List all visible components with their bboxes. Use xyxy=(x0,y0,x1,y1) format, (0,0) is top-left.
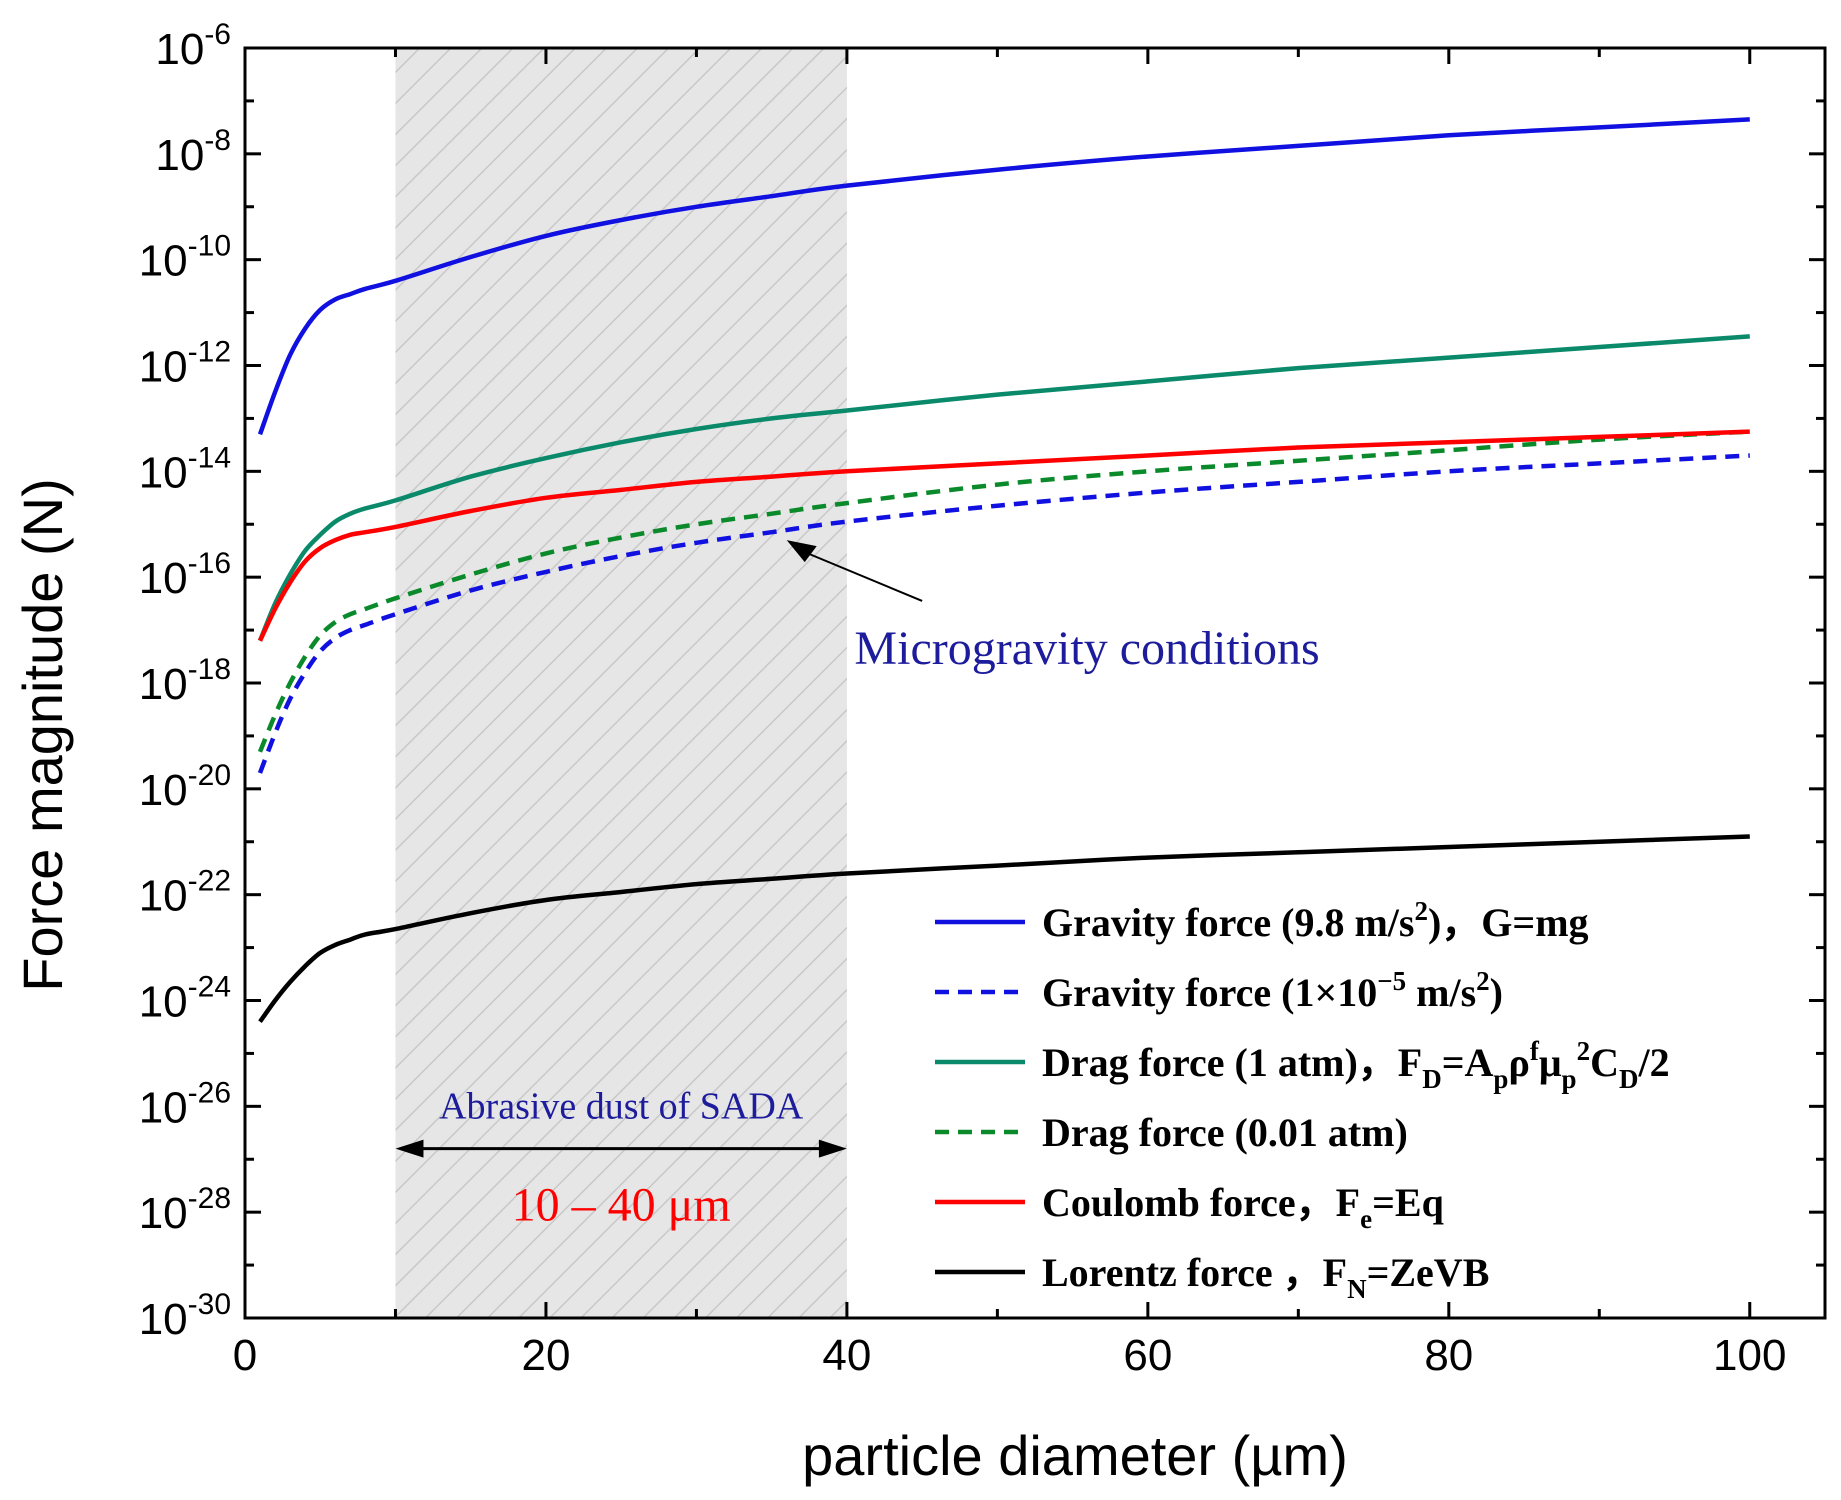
shaded-region xyxy=(395,48,847,1318)
microgravity-arrow-line xyxy=(804,551,923,602)
y-tick-label: 10-6 xyxy=(155,18,231,74)
y-tick-label: 10-24 xyxy=(139,971,231,1027)
legend-label-1: Gravity force (1×10−5 m/s2) xyxy=(1042,966,1503,1015)
series-line-4 xyxy=(257,429,1750,642)
legend-label-0: Gravity force (9.8 m/s2)，G=mg xyxy=(1042,896,1589,945)
x-tick-label: 100 xyxy=(1713,1331,1786,1380)
y-tick-label: 10-14 xyxy=(139,441,231,497)
y-tick-label: 10-26 xyxy=(139,1076,231,1132)
y-axis-title: Force magnitude (N) xyxy=(11,478,74,992)
y-tick-label: 10-8 xyxy=(155,124,231,180)
shaded-region-hatch xyxy=(395,48,847,1318)
y-tick-label: 10-20 xyxy=(139,759,231,815)
y-tick-label: 10-18 xyxy=(139,653,231,709)
series-line-5 xyxy=(258,834,1750,1024)
y-tick-label: 10-12 xyxy=(139,336,231,392)
x-tick-label: 40 xyxy=(822,1331,871,1380)
x-tick-label: 60 xyxy=(1123,1331,1172,1380)
series-line-2 xyxy=(257,334,1750,642)
legend-label-3: Drag force (0.01 atm) xyxy=(1042,1110,1408,1155)
range-arrowhead-right xyxy=(818,1139,847,1158)
abrasive-label: Abrasive dust of SADA xyxy=(439,1085,804,1127)
series-line-3 xyxy=(257,429,1750,753)
legend-label-2: Drag force (1 atm)，FD=Apρfμp2CD/2 xyxy=(1042,1036,1670,1094)
x-tick-label: 80 xyxy=(1424,1331,1473,1380)
x-tick-label: 0 xyxy=(233,1331,257,1380)
series-line-0 xyxy=(257,117,1750,436)
series-line-1 xyxy=(257,453,1750,774)
series-lines xyxy=(257,117,1750,1024)
axes: 0 20 40 60 80 100 10-6 10-8 10-10 10-12 10-14 10-16… xyxy=(139,18,1827,1380)
legend-label-4: Coulomb force，Fe=Eq xyxy=(1042,1180,1444,1234)
microgravity-label: Microgravity conditions xyxy=(854,622,1319,675)
y-tick-label: 10-28 xyxy=(139,1182,231,1238)
microgravity-arrowhead xyxy=(786,540,817,563)
annotations: Microgravity conditions Abrasive dust of … xyxy=(395,540,1320,1232)
legend-label-5: Lorentz force ，FN=ZeVB xyxy=(1042,1250,1489,1304)
y-tick-label: 10-30 xyxy=(139,1288,231,1344)
y-tick-label: 10-16 xyxy=(139,547,231,603)
y-tick-label: 10-22 xyxy=(139,865,231,921)
y-tick-label: 10-10 xyxy=(139,230,231,286)
legend: Gravity force (9.8 m/s2)，G=mg Gravity for… xyxy=(935,896,1670,1304)
range-arrowhead-left xyxy=(395,1139,424,1158)
x-tick-label: 20 xyxy=(521,1331,570,1380)
x-axis-title: particle diameter (µm) xyxy=(802,1424,1348,1487)
range-label: 10 – 40 μm xyxy=(512,1179,731,1232)
